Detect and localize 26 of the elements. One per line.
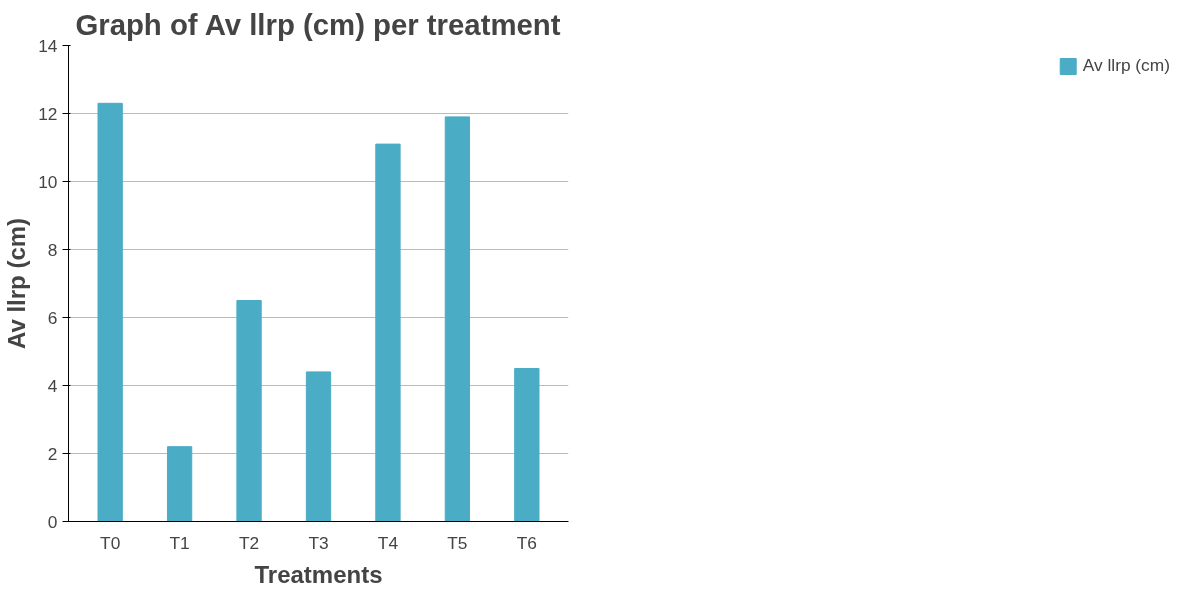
x-tick-label: T3 — [308, 532, 329, 553]
y-tick-label: 10 — [38, 171, 58, 192]
bar — [166, 446, 193, 522]
x-tick-label: T1 — [169, 532, 190, 553]
x-tick-label: T6 — [516, 532, 537, 553]
bar — [236, 300, 262, 522]
y-tick-label: 12 — [38, 103, 58, 124]
x-axis-title: Treatments — [254, 560, 383, 588]
x-tick-label: T4 — [377, 532, 399, 553]
bar — [97, 102, 123, 522]
y-axis-title: Av llrp (cm) — [3, 217, 31, 350]
y-tick-label: 6 — [47, 307, 58, 328]
chart-title: Graph of Av llrp (cm) per treatment — [75, 7, 561, 41]
bar — [375, 143, 401, 522]
bar — [305, 371, 332, 522]
bar — [514, 368, 540, 522]
y-tick-label: 4 — [47, 375, 58, 396]
bar — [444, 116, 471, 522]
x-tick-label: T0 — [100, 532, 121, 553]
y-tick-label: 0 — [47, 511, 58, 532]
y-tick-label: 8 — [47, 239, 58, 260]
y-tick-label: 2 — [47, 443, 58, 464]
legend-label: Av llrp (cm) — [1082, 55, 1170, 76]
y-tick-label: 14 — [38, 35, 58, 56]
x-tick-label: T2 — [238, 532, 260, 553]
x-tick-label: T5 — [447, 532, 468, 553]
